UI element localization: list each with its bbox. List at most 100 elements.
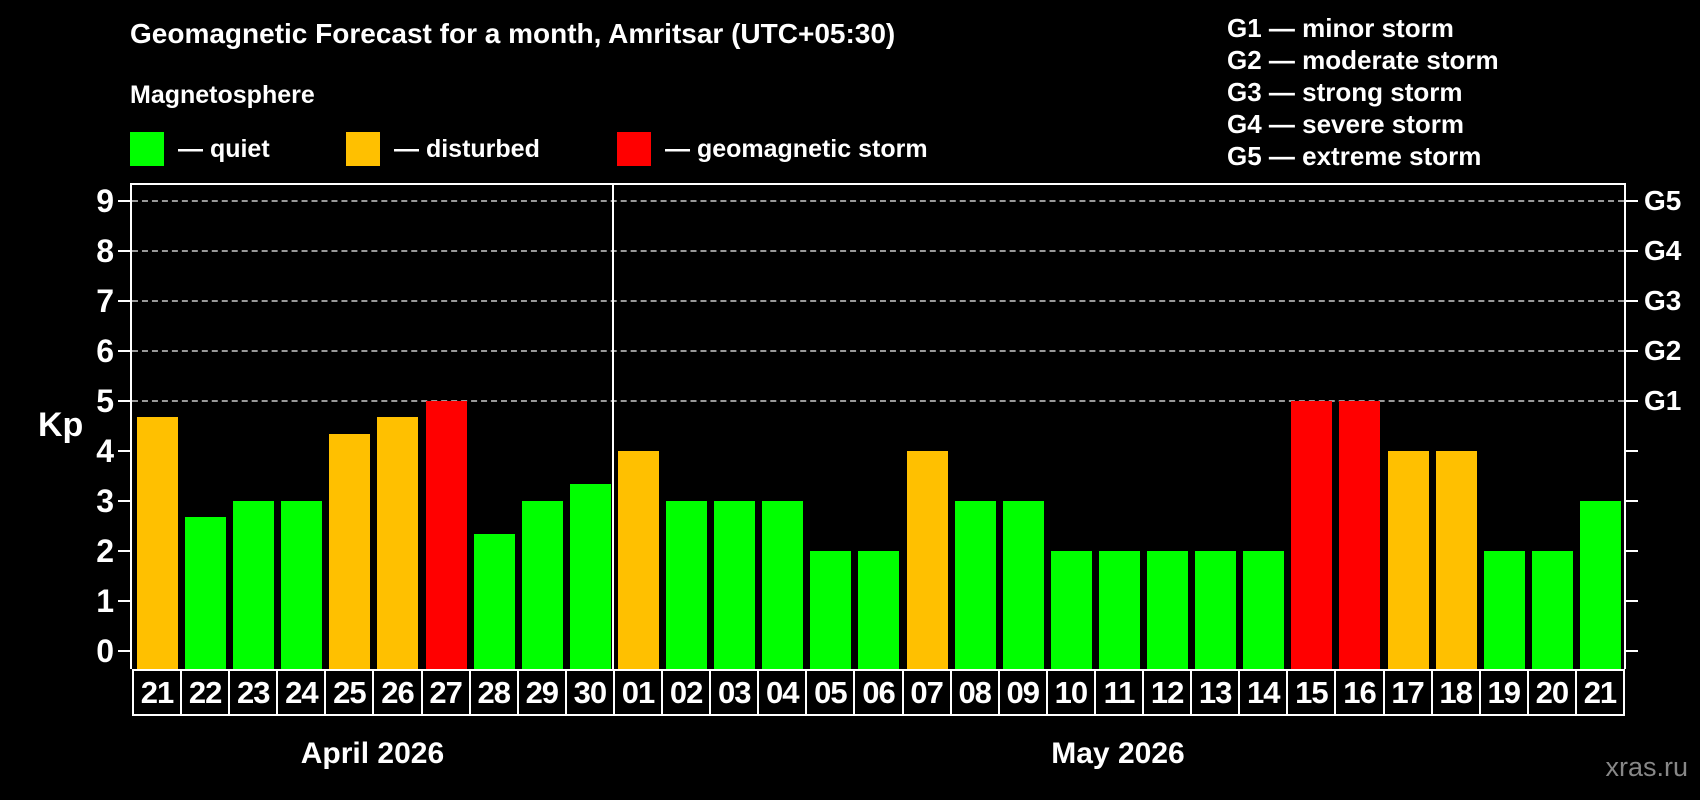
date-label-april-30: 30 [564,669,615,716]
right-axis-label-g4: G4 [1644,235,1682,266]
bar-may-04 [762,501,804,669]
date-label-may-01: 01 [612,669,664,716]
date-label-may-18: 18 [1430,669,1481,716]
right-tick-1 [1626,600,1638,602]
bar-april-29 [521,501,563,669]
right-tick-0 [1626,650,1638,652]
bar-may-05 [810,551,852,669]
date-label-may-15: 15 [1286,669,1337,716]
y-tick-7 [118,300,130,302]
bar-may-14 [1243,551,1285,669]
date-label-may-21: 21 [1574,669,1625,716]
bar-may-16 [1339,401,1381,669]
right-axis-label-g2: G2 [1644,335,1682,366]
legend-label-quiet: — quiet [178,134,270,163]
y-axis-label-9: 9 [96,183,114,219]
bar-april-26 [377,417,419,669]
date-label-april-29: 29 [516,669,567,716]
date-label-may-08: 08 [949,669,1000,716]
bar-may-08 [954,501,996,669]
date-label-may-11: 11 [1093,669,1145,716]
bar-april-25 [329,434,371,669]
g-scale-legend: G1 — minor storm G2 — moderate storm G3 … [1227,12,1499,172]
g3-legend-line: G3 — strong storm [1227,77,1463,107]
bar-may-06 [858,551,900,669]
date-label-may-10: 10 [1045,669,1096,716]
gridline-kp-5 [132,400,1624,402]
y-tick-9 [118,200,130,202]
month-separator-line [611,183,614,669]
right-tick-3 [1626,500,1638,502]
right-tick-7 [1626,300,1638,302]
month-label-1: May 2026 [1051,737,1185,770]
y-axis-label-7: 7 [96,283,114,319]
date-label-april-23: 23 [228,669,279,716]
y-tick-8 [118,250,130,252]
bar-may-01 [617,451,659,669]
bar-may-02 [666,501,708,669]
chart-title: Geomagnetic Forecast for a month, Amrits… [130,18,896,49]
bar-may-11 [1098,551,1140,669]
date-label-may-04: 04 [757,669,808,716]
y-axis-label-3: 3 [96,483,114,519]
bar-april-30 [569,484,611,669]
y-axis-label-5: 5 [96,383,114,419]
bar-april-28 [473,534,515,669]
bar-april-27 [425,401,467,669]
right-tick-5 [1626,400,1638,402]
date-label-may-09: 09 [997,669,1048,716]
date-label-april-25: 25 [324,669,375,716]
date-label-april-22: 22 [180,669,231,716]
gridline-kp-6 [132,350,1624,352]
date-label-may-12: 12 [1142,669,1193,716]
bar-may-12 [1147,551,1189,669]
bar-april-21 [137,417,178,669]
chart-subtitle: Magnetosphere [130,81,315,109]
date-label-may-02: 02 [661,669,712,716]
y-axis-label-1: 1 [96,583,114,619]
date-label-may-19: 19 [1478,669,1529,716]
y-axis-line [130,183,132,669]
date-label-may-16: 16 [1334,669,1385,716]
date-label-may-17: 17 [1382,669,1433,716]
date-label-may-03: 03 [709,669,760,716]
date-label-april-21: 21 [132,669,183,716]
bar-may-21 [1579,501,1621,669]
right-tick-6 [1626,350,1638,352]
y-tick-0 [118,650,130,652]
right-axis-label-g3: G3 [1644,285,1682,316]
legend-item-quiet: — quiet [130,132,270,166]
bar-may-15 [1291,401,1333,669]
g5-legend-line: G5 — extreme storm [1227,141,1482,171]
legend-item-disturbed: — disturbed [346,132,540,166]
bar-may-07 [906,451,948,669]
bar-may-18 [1435,451,1477,669]
gridline-kp-7 [132,300,1624,302]
right-tick-4 [1626,450,1638,452]
date-label-april-27: 27 [420,669,471,716]
date-label-april-26: 26 [372,669,423,716]
plot-top-border [130,183,1626,185]
date-label-april-24: 24 [276,669,327,716]
y-tick-2 [118,550,130,552]
right-axis-label-g1: G1 [1644,385,1682,416]
right-tick-2 [1626,550,1638,552]
gridline-kp-9 [132,200,1624,202]
date-label-may-05: 05 [805,669,856,716]
bar-may-17 [1387,451,1429,669]
date-label-may-07: 07 [901,669,952,716]
y-axis-label-0: 0 [96,633,114,669]
y-axis-label-4: 4 [96,433,114,469]
bar-may-10 [1050,551,1092,669]
disturbed-color-swatch [346,132,380,166]
y-axis-label-2: 2 [96,533,114,569]
bar-may-20 [1531,551,1573,669]
date-label-may-06: 06 [853,669,904,716]
right-axis-line [1624,183,1626,669]
bar-may-19 [1483,551,1525,669]
right-tick-9 [1626,200,1638,202]
legend-label-storm: — geomagnetic storm [665,134,928,163]
y-tick-6 [118,350,130,352]
